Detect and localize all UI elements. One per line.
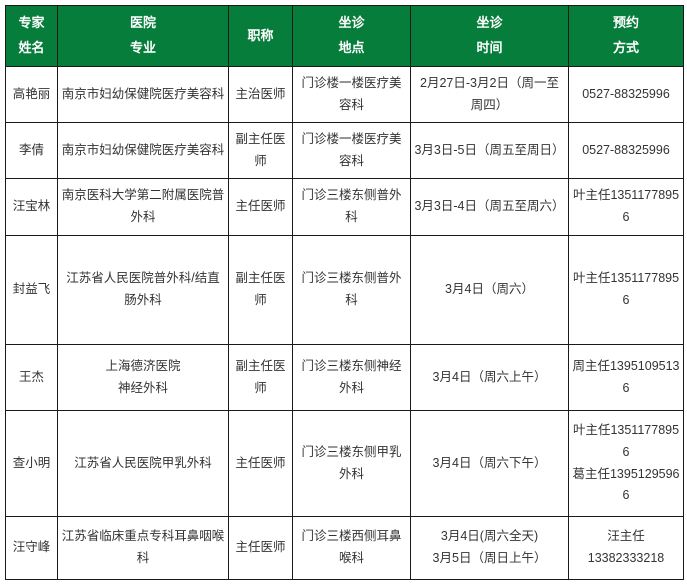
column-header-hospital-specialty: 医院 专业 (57, 5, 229, 67)
cell-clinic-location: 门诊三楼东侧甲乳外科 (292, 410, 411, 517)
column-header-line-1: 坐诊 (476, 15, 503, 31)
cell-clinic-location: 门诊三楼东侧普外科 (292, 235, 411, 345)
cell-clinic-location: 门诊楼一楼医疗美容科 (292, 66, 411, 123)
cell-job-title: 主任医师 (228, 516, 293, 580)
cell-text-line: 神经外科 (117, 380, 168, 395)
table-row: 汪宝林 南京医科大学第二附属医院普外科 主任医师 门诊三楼东侧普外科 3月3日-… (5, 178, 684, 236)
column-header-line-2: 时间 (476, 40, 503, 55)
cell-text-line: 3月4日(周六全天) (440, 529, 539, 544)
cell-booking-method: 叶主任13511778956 葛主任13951295966 (568, 410, 684, 517)
table-row: 王杰 上海德济医院 神经外科 副主任医师 门诊三楼东侧神经外科 3月4日（周六上午… (5, 344, 684, 411)
cell-clinic-time: 3月4日（周六） (410, 235, 569, 345)
cell-expert-name: 汪宝林 (5, 178, 58, 236)
table-row: 查小明 江苏省人民医院甲乳外科 主任医师 门诊三楼东侧甲乳外科 3月4日（周六下… (5, 410, 684, 517)
table-header: 专家 姓名 医院 专业 职称 坐诊 地点 坐诊 时间 (5, 5, 684, 67)
cell-clinic-location: 门诊楼一楼医疗美容科 (292, 122, 411, 179)
cell-clinic-time: 3月4日（周六上午） (410, 344, 569, 411)
table-row: 汪守峰 江苏省临床重点专科耳鼻咽喉科 主任医师 门诊三楼西侧耳鼻喉科 3月4日(… (5, 516, 684, 580)
cell-expert-name: 封益飞 (5, 235, 58, 345)
cell-expert-name: 高艳丽 (5, 66, 58, 123)
cell-booking-method: 汪主任 13382333218 (568, 516, 684, 580)
cell-job-title: 副主任医师 (228, 344, 293, 411)
column-header-line-2: 姓名 (18, 40, 45, 55)
cell-text-line: 汪主任 (607, 529, 645, 544)
cell-hospital-specialty: 江苏省人民医院甲乳外科 (57, 410, 229, 517)
column-header-expert-name: 专家 姓名 (5, 5, 58, 67)
cell-booking-method: 叶主任13511778956 (568, 235, 684, 345)
cell-clinic-location: 门诊三楼东侧普外科 (292, 178, 411, 236)
cell-hospital-specialty: 南京市妇幼保健院医疗美容科 (57, 122, 229, 179)
cell-hospital-specialty: 南京市妇幼保健院医疗美容科 (57, 66, 229, 123)
column-header-line-1: 预约 (612, 15, 639, 31)
cell-expert-name: 查小明 (5, 410, 58, 517)
cell-text-line: 13382333218 (587, 551, 665, 565)
cell-text-line: 叶主任13511778956 (572, 422, 680, 459)
cell-hospital-specialty: 江苏省人民医院普外科/结直肠外科 (57, 235, 229, 345)
column-header-line-2: 地点 (338, 40, 365, 55)
column-header-line-2: 方式 (612, 40, 639, 55)
column-header-line-1: 专家 (18, 15, 45, 31)
cell-job-title: 副主任医师 (228, 235, 293, 345)
table-body: 高艳丽 南京市妇幼保健院医疗美容科 主治医师 门诊楼一楼医疗美容科 2月27日-… (5, 66, 684, 580)
cell-text-line: 3月5日（周日上午） (432, 551, 547, 565)
cell-booking-method: 周主任13951095136 (568, 344, 684, 411)
cell-clinic-location: 门诊三楼西侧耳鼻喉科 (292, 516, 411, 580)
cell-text-line: 0527-88325996 (582, 86, 670, 101)
cell-clinic-time: 3月4日(周六全天) 3月5日（周日上午） (410, 516, 569, 580)
column-header-line-1: 坐诊 (338, 15, 365, 31)
cell-text-line: 0527-88325996 (582, 142, 670, 157)
cell-text-line: 周主任13951095136 (572, 358, 680, 395)
column-header-line-1: 医院 (129, 15, 156, 31)
cell-text-line: 上海德济医院 (105, 358, 181, 373)
cell-hospital-specialty: 上海德济医院 神经外科 (57, 344, 229, 411)
cell-expert-name: 李倩 (5, 122, 58, 179)
cell-clinic-time: 2月27日-3月2日（周一至周四） (410, 66, 569, 123)
table-row: 李倩 南京市妇幼保健院医疗美容科 副主任医师 门诊楼一楼医疗美容科 3月3日-5… (5, 122, 684, 179)
column-header-line-1: 职称 (247, 27, 274, 43)
cell-booking-method: 叶主任13511778956 (568, 178, 684, 236)
table-row: 封益飞 江苏省人民医院普外科/结直肠外科 副主任医师 门诊三楼东侧普外科 3月4… (5, 235, 684, 345)
cell-clinic-time: 3月4日（周六下午） (410, 410, 569, 517)
table-header-row: 专家 姓名 医院 专业 职称 坐诊 地点 坐诊 时间 (5, 5, 684, 67)
cell-text-line: 叶主任13511778956 (572, 188, 680, 224)
cell-booking-method: 0527-88325996 (568, 66, 684, 123)
column-header-job-title: 职称 (228, 5, 293, 67)
cell-job-title: 副主任医师 (228, 122, 293, 179)
column-header-booking-method: 预约 方式 (568, 5, 684, 67)
cell-text-line: 叶主任13511778956 (572, 271, 680, 307)
cell-expert-name: 王杰 (5, 344, 58, 411)
column-header-clinic-location: 坐诊 地点 (292, 5, 411, 67)
cell-job-title: 主任医师 (228, 178, 293, 236)
cell-clinic-time: 3月3日-4日（周五至周六） (410, 178, 569, 236)
cell-hospital-specialty: 南京医科大学第二附属医院普外科 (57, 178, 229, 236)
cell-hospital-specialty: 江苏省临床重点专科耳鼻咽喉科 (57, 516, 229, 580)
cell-clinic-location: 门诊三楼东侧神经外科 (292, 344, 411, 411)
cell-booking-method: 0527-88325996 (568, 122, 684, 179)
cell-job-title: 主治医师 (228, 66, 293, 123)
expert-clinic-schedule-table: 专家 姓名 医院 专业 职称 坐诊 地点 坐诊 时间 (5, 5, 684, 580)
cell-expert-name: 汪守峰 (5, 516, 58, 580)
column-header-line-2: 专业 (129, 40, 156, 55)
column-header-clinic-time: 坐诊 时间 (410, 5, 569, 67)
cell-job-title: 主任医师 (228, 410, 293, 517)
cell-clinic-time: 3月3日-5日（周五至周日） (410, 122, 569, 179)
cell-text-line: 葛主任13951295966 (572, 466, 680, 503)
table-row: 高艳丽 南京市妇幼保健院医疗美容科 主治医师 门诊楼一楼医疗美容科 2月27日-… (5, 66, 684, 123)
